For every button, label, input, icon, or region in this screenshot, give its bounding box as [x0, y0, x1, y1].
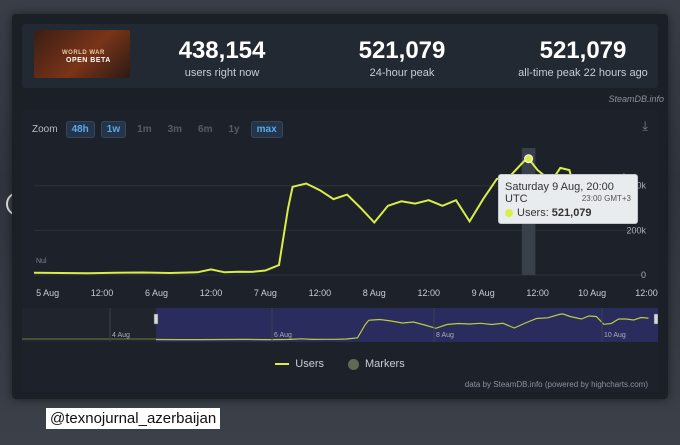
steamdb-card: WORLD WAR OPEN BETA 438,154 users right … — [12, 14, 668, 399]
x-tick-label: 12:00 — [309, 288, 332, 298]
zoom-48h-button[interactable]: 48h — [65, 120, 95, 138]
stat-24h-peak: 521,079 24-hour peak — [332, 37, 472, 80]
legend-users[interactable]: Users — [275, 358, 324, 370]
x-tick-label: 10 Aug — [578, 288, 606, 298]
zoom-1y-button[interactable]: 1y — [228, 123, 240, 135]
y-tick-label: 200k — [626, 225, 646, 235]
navigator-line — [155, 313, 649, 341]
legend-markers-swatch — [348, 358, 359, 370]
navigator-tick-label: 4 Aug — [112, 332, 130, 339]
chart-credit[interactable]: data by SteamDB.info (powered by highcha… — [464, 380, 648, 389]
series-line-users — [33, 157, 634, 275]
stat-24h-value: 521,079 — [358, 37, 446, 64]
stat-alltime-value: 521,079 — [539, 37, 627, 64]
zoom-1m-button[interactable]: 1m — [137, 123, 152, 135]
stat-current-label: users right now — [184, 67, 260, 79]
navigator-tick-label: 6 Aug — [274, 332, 292, 339]
navigator-tick-label: 8 Aug — [436, 332, 454, 339]
chart-legend: Users Markers — [22, 358, 658, 370]
legend-users-swatch — [275, 363, 290, 365]
x-tick-label: 12:00 — [200, 288, 223, 298]
zoom-label: Zoom — [32, 123, 58, 135]
tooltip-local-time: 23:00 GMT+3 — [581, 194, 631, 203]
x-tick-label: 7 Aug — [254, 288, 277, 298]
stat-all-time-peak: 521,079 all-time peak 22 hours ago — [508, 37, 658, 80]
x-tick-label: 5 Aug — [36, 288, 59, 298]
navigator-handle — [653, 313, 658, 325]
zoom-bar: Zoom 48h 1w 1m 3m 6m 1y max — [32, 120, 289, 138]
marker-label: Nul — [36, 258, 47, 265]
tooltip-date: Saturday 9 Aug, 20:00 UTC — [505, 181, 614, 205]
tooltip-value: 521,079 — [551, 207, 592, 219]
navigator-handle — [153, 313, 159, 325]
x-tick-label: 9 Aug — [472, 288, 495, 298]
download-icon[interactable]: ⤓ — [642, 118, 648, 133]
peak-point — [524, 154, 534, 164]
x-tick-label: 12:00 — [91, 288, 114, 298]
x-tick-label: 12:00 — [417, 288, 440, 298]
zoom-3m-button[interactable]: 3m — [167, 123, 183, 135]
stat-24h-label: 24-hour peak — [369, 67, 435, 79]
x-tick-label: 12:00 — [526, 288, 549, 298]
y-tick-label: 0 — [641, 270, 646, 280]
tooltip-value-row: Users: 521,079 — [505, 207, 592, 219]
stat-current: 438,154 users right now — [152, 37, 292, 80]
stats-bar: WORLD WAR OPEN BETA 438,154 users right … — [22, 24, 658, 88]
stat-current-value: 438,154 — [178, 37, 266, 64]
navigator-tick-label: 10 Aug — [604, 332, 626, 339]
thumbnail-line2: OPEN BETA — [66, 57, 111, 64]
stat-alltime-label: all-time peak 22 hours ago — [518, 67, 648, 79]
zoom-6m-button[interactable]: 6m — [198, 123, 213, 135]
chart-tooltip: Saturday 9 Aug, 20:00 UTC 23:00 GMT+3 Us… — [498, 174, 638, 224]
navigator-selection — [156, 308, 658, 342]
zoom-1w-button[interactable]: 1w — [100, 120, 127, 138]
tooltip-series: Users: — [517, 207, 549, 219]
zoom-max-button[interactable]: max — [250, 120, 283, 138]
legend-markers[interactable]: Markers — [348, 358, 405, 370]
legend-markers-label: Markers — [365, 358, 405, 370]
game-thumbnail[interactable]: WORLD WAR OPEN BETA — [34, 30, 130, 78]
x-tick-label: 8 Aug — [363, 288, 386, 298]
x-tick-label: 12:00 — [635, 288, 658, 298]
x-tick-label: 6 Aug — [145, 288, 168, 298]
watermark: @texnojurnal_azerbaijan — [46, 408, 221, 429]
thumbnail-line1: WORLD WAR — [62, 50, 105, 56]
chart-area: Zoom 48h 1w 1m 3m 6m 1y max ⤓ 0200k400kN… — [22, 110, 658, 392]
tooltip-dot — [505, 209, 513, 217]
legend-users-label: Users — [295, 358, 324, 370]
steamdb-brand[interactable]: SteamDB.info — [608, 94, 664, 104]
